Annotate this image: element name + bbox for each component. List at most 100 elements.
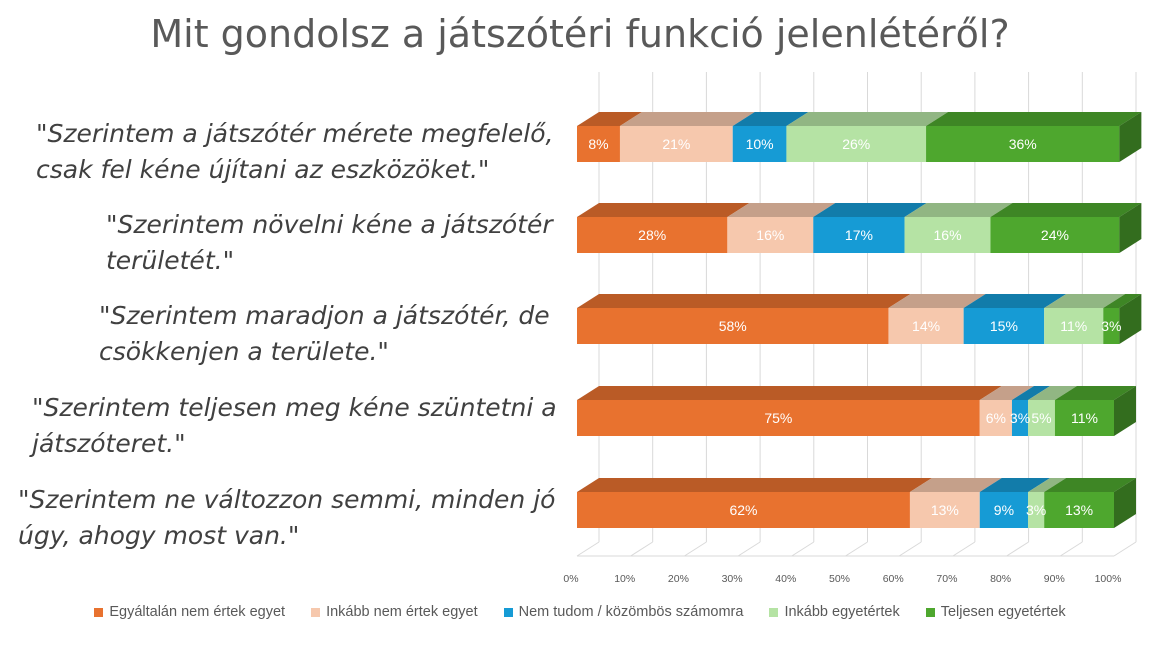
legend-label: Inkább nem értek egyet xyxy=(326,604,478,620)
category-label-line: "Szerintem a játszótér mérete megfelelő, xyxy=(36,119,554,148)
bar-segment xyxy=(577,217,728,253)
gridline-floor xyxy=(898,541,922,557)
x-tick-label: 100% xyxy=(1095,573,1122,585)
legend-item: Teljesen egyetértek xyxy=(925,604,1066,620)
bar-segment xyxy=(926,126,1120,162)
bar-segment xyxy=(1054,400,1114,436)
data-label: 11% xyxy=(1060,318,1087,334)
data-label: 28% xyxy=(638,227,666,243)
data-label: 16% xyxy=(934,227,962,243)
bar-top-face xyxy=(577,112,642,126)
data-label: 24% xyxy=(1041,227,1069,243)
x-tick-labels: 0% 10% 20% 30% 40% 50% 60% 70% 80% 90% 100% xyxy=(563,573,1121,585)
bar-segment xyxy=(1103,308,1120,344)
data-label: 3% xyxy=(1101,318,1121,334)
bar-top-face xyxy=(727,203,836,217)
bar-segment xyxy=(786,126,927,162)
bar-top-face xyxy=(909,478,1002,492)
data-label: 5% xyxy=(1031,410,1051,426)
bar-side-face xyxy=(1119,294,1142,344)
category-label-line: játszóteret." xyxy=(32,429,186,458)
bar-top-face xyxy=(1044,478,1136,492)
bar-segment xyxy=(990,217,1120,253)
bar-top-face xyxy=(979,478,1051,492)
bar-top-face xyxy=(1103,294,1142,308)
bar-segment xyxy=(727,217,814,253)
legend-swatch xyxy=(94,607,104,617)
x-tick-label: 70% xyxy=(936,573,957,585)
x-tick-label: 60% xyxy=(883,573,904,585)
gridline-floor xyxy=(791,541,815,557)
bar-side-face xyxy=(1119,203,1142,253)
x-tick-label: 10% xyxy=(614,573,635,585)
x-tick-label: 80% xyxy=(990,573,1011,585)
bar-segment xyxy=(619,126,733,162)
bar-top-face xyxy=(1044,294,1126,308)
bar-top-face xyxy=(979,386,1034,400)
bar-segment xyxy=(888,308,964,344)
bar-top-face xyxy=(577,386,1002,400)
legend-label: Inkább egyetértek xyxy=(784,604,900,620)
bar-segment xyxy=(1044,308,1104,344)
bar-top-face xyxy=(1028,478,1067,492)
data-label: 15% xyxy=(990,318,1018,334)
bar-segment xyxy=(904,217,991,253)
category-label: "Szerintem növelni kéne a játszótér terül… xyxy=(106,207,553,279)
x-tick-label: 90% xyxy=(1044,573,1065,585)
chart-legend: Egyáltalán nem értek egyet Inkább nem ért… xyxy=(0,604,1160,620)
legend-item: Inkább nem értek egyet xyxy=(311,604,478,620)
data-label: 13% xyxy=(1065,502,1093,518)
bar-top-face xyxy=(1054,386,1136,400)
x-tick-label: 50% xyxy=(829,573,850,585)
bar-segment xyxy=(909,492,980,528)
bar-segment xyxy=(732,126,787,162)
bar-segment xyxy=(979,400,1012,436)
data-label: 16% xyxy=(756,227,784,243)
bar-side-face xyxy=(1114,478,1136,528)
gridline-floor xyxy=(737,541,761,557)
gridline-floor xyxy=(1113,541,1137,557)
data-label: 9% xyxy=(994,502,1014,518)
bar-segment xyxy=(577,492,910,528)
data-label: 26% xyxy=(842,136,870,152)
bar-top-face xyxy=(926,112,1142,126)
bar-segment xyxy=(577,400,980,436)
data-label: 13% xyxy=(931,502,959,518)
category-label-line: "Szerintem növelni kéne a játszótér xyxy=(106,210,553,239)
bar-segment xyxy=(1028,400,1055,436)
legend-swatch xyxy=(925,607,935,617)
gridline-floor xyxy=(952,541,976,557)
bar-segment xyxy=(577,126,620,162)
category-label-line: csökkenjen a területe." xyxy=(99,337,389,366)
bar-top-face xyxy=(904,203,1013,217)
category-label-line: úgy, ahogy most van." xyxy=(18,521,300,550)
bar-row: 62% 13% 9% 3% 13% xyxy=(577,478,1136,528)
legend-item: Inkább egyetértek xyxy=(769,604,900,620)
category-label: "Szerintem teljesen meg kéne szüntetni a… xyxy=(32,390,557,462)
bar-top-face xyxy=(577,203,750,217)
chart-plot: 0% 10% 20% 30% 40% 50% 60% 70% 80% 90% 100% 8% 21% 10… xyxy=(563,72,1142,585)
bar-segment xyxy=(1044,492,1114,528)
bar-top-face xyxy=(732,112,809,126)
data-label: 6% xyxy=(986,410,1006,426)
data-label: 62% xyxy=(729,502,757,518)
legend-swatch xyxy=(311,607,321,617)
bar-segment xyxy=(577,308,889,344)
data-label: 36% xyxy=(1009,136,1037,152)
gridline-floor xyxy=(1006,541,1029,557)
bar-row: 28% 16% 17% 16% 24% xyxy=(577,203,1142,253)
data-label: 8% xyxy=(588,136,608,152)
legend-swatch xyxy=(503,607,513,617)
legend-item: Nem tudom / közömbös számomra xyxy=(503,604,743,620)
bar-top-face xyxy=(1028,386,1077,400)
category-label-line: "Szerintem maradjon a játszótér, de xyxy=(99,301,550,330)
bar-side-face xyxy=(1114,386,1136,436)
category-label: "Szerintem maradjon a játszótér, de csökk… xyxy=(99,298,550,370)
bar-row: 58% 14% 15% 11% 3% xyxy=(577,294,1142,344)
gridline-floor xyxy=(576,541,600,557)
category-label-line: területét." xyxy=(106,246,235,275)
category-label: "Szerintem ne változzon semmi, minden jó… xyxy=(18,482,555,554)
bar-top-face xyxy=(990,203,1142,217)
bar-row: 8% 21% 10% 26% 36% xyxy=(577,112,1142,162)
gridline-floor xyxy=(845,541,868,557)
